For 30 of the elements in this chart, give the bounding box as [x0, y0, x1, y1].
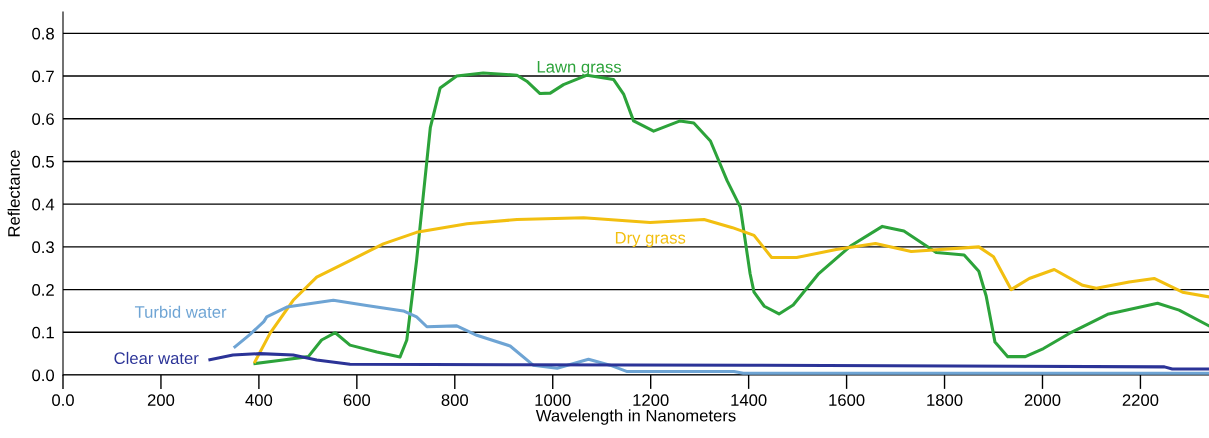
- y-axis-title: Reflectance: [7, 150, 20, 237]
- x-tick-label: 2200: [1122, 394, 1159, 406]
- y-tick-label: 0.1: [32, 326, 54, 339]
- line-series: [233, 298, 1209, 375]
- series-label: Turbid water: [134, 305, 227, 318]
- y-tick-label: 0.4: [32, 198, 55, 211]
- x-tick-label: 2000: [1024, 394, 1061, 406]
- line-series: [253, 216, 1209, 364]
- y-tick-label: 0.2: [32, 283, 54, 296]
- y-tick-label: 0.0: [32, 369, 55, 382]
- x-tick-label: 400: [245, 394, 273, 406]
- x-tick-label: 1600: [829, 394, 865, 406]
- x-tick-label: 600: [343, 394, 371, 406]
- x-axis-title: Wavelength in Nanometers: [535, 409, 736, 425]
- x-tick-label: 1400: [731, 394, 767, 406]
- y-tick-label: 0.5: [32, 155, 54, 168]
- x-tick-label: 1800: [927, 394, 963, 406]
- x-tick-label: 1000: [535, 394, 571, 406]
- x-tick-label: 0.0: [52, 394, 74, 406]
- x-tick-label: 800: [441, 394, 469, 406]
- y-tick-label: 0.7: [32, 70, 54, 83]
- series-label: Dry grass: [615, 232, 686, 247]
- x-tick-label: 1200: [633, 394, 669, 406]
- series-label: Lawn grass: [537, 61, 622, 77]
- series-label: Clear water: [114, 351, 199, 365]
- y-tick-label: 0.8: [32, 27, 54, 40]
- x-tick-label: 200: [147, 394, 175, 406]
- line-series: [208, 352, 1209, 371]
- y-tick-label: 0.3: [32, 241, 54, 254]
- y-tick-label: 0.6: [32, 113, 54, 125]
